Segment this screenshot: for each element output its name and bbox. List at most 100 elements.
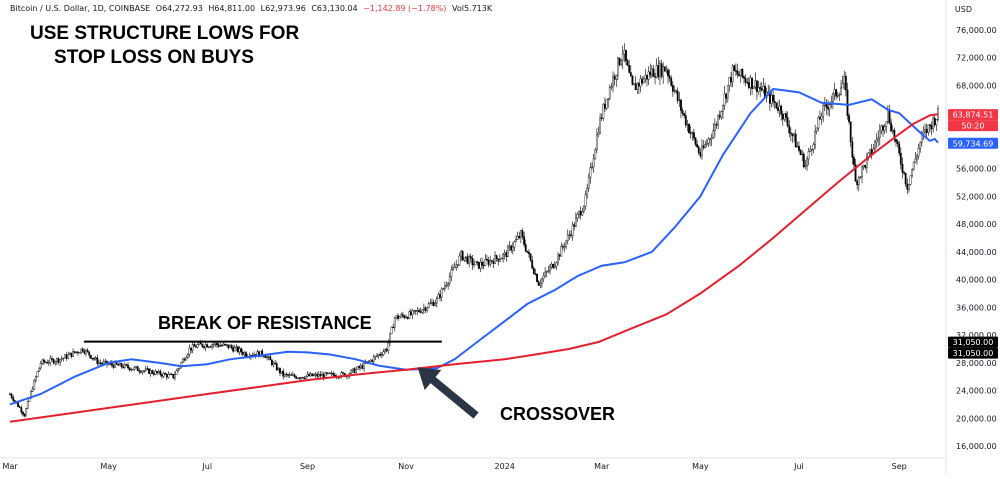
candle-body xyxy=(676,90,679,101)
candle-body xyxy=(812,144,815,150)
candle-body xyxy=(503,252,506,255)
candle-body xyxy=(422,307,425,310)
candle-body xyxy=(927,124,930,133)
price-tag xyxy=(948,120,998,132)
candle-body xyxy=(89,355,92,359)
candle-body xyxy=(726,85,729,99)
candle-body xyxy=(165,374,168,378)
candle-body xyxy=(164,373,167,375)
candle-body xyxy=(52,359,55,364)
candle-body xyxy=(212,344,215,346)
candle-body xyxy=(128,367,131,371)
candle-body xyxy=(838,94,841,96)
candle-body xyxy=(524,244,527,252)
candle-body xyxy=(156,371,159,373)
candle-body xyxy=(497,258,500,262)
price-axis-label: 52,000.00 xyxy=(956,192,997,201)
candle-body xyxy=(306,374,309,377)
candle-body xyxy=(458,255,461,266)
candle-body xyxy=(780,105,783,115)
candle-body xyxy=(731,65,734,83)
candle-body xyxy=(925,128,928,133)
candle-body xyxy=(618,57,621,65)
candle-body xyxy=(832,93,834,102)
currency-label[interactable]: USD xyxy=(954,5,972,14)
candle-body xyxy=(518,235,521,238)
candle-body xyxy=(500,258,503,260)
candle-body xyxy=(625,49,627,61)
candle-body xyxy=(85,350,87,354)
candle-body xyxy=(115,362,118,365)
annotation-line-2: STOP LOSS ON BUYS xyxy=(54,47,254,68)
candle-body xyxy=(468,256,471,264)
candle-body xyxy=(350,369,353,374)
candle-body xyxy=(558,254,561,257)
candle-body xyxy=(136,366,139,371)
candle-body xyxy=(722,105,724,112)
candle-body xyxy=(697,146,700,153)
candle-body xyxy=(743,76,745,79)
candle-body xyxy=(728,77,731,86)
candle-body xyxy=(747,82,750,88)
candle-body xyxy=(20,407,23,413)
candle-body xyxy=(636,83,639,90)
candle-body xyxy=(841,83,844,89)
candle-body xyxy=(809,149,812,152)
candle-body xyxy=(691,132,694,134)
candle-body xyxy=(228,345,231,349)
symbol-label[interactable]: Bitcoin / U.S. Dollar, 1D, COINBASE xyxy=(10,4,151,13)
candle-body xyxy=(541,278,543,284)
candle-body xyxy=(817,117,820,129)
candle-body xyxy=(709,138,711,140)
candle-body xyxy=(692,132,695,139)
candle-body xyxy=(573,224,576,227)
candle-body xyxy=(899,152,902,165)
candle-body xyxy=(507,246,509,257)
candle-body xyxy=(434,302,437,306)
candle-body xyxy=(922,131,925,134)
candle-body xyxy=(26,401,29,409)
candle-body xyxy=(406,317,409,319)
candle-body xyxy=(195,346,197,348)
candle-body xyxy=(384,349,386,353)
candle-body xyxy=(400,314,403,318)
candle-body xyxy=(903,172,905,174)
candle-body xyxy=(358,366,361,369)
candle-body xyxy=(448,276,451,284)
candle-body xyxy=(395,315,398,319)
candle-body xyxy=(288,374,291,376)
candle-body xyxy=(233,347,236,352)
candle-body xyxy=(359,365,362,369)
candle-body xyxy=(148,368,150,374)
candle-body xyxy=(317,373,320,377)
candle-body xyxy=(616,57,619,76)
candle-body xyxy=(452,267,454,271)
candle-body xyxy=(854,164,857,182)
candle-body xyxy=(369,359,372,362)
candle-body xyxy=(670,78,673,86)
candle-body xyxy=(856,180,859,186)
candle-body xyxy=(898,143,901,154)
candle-body xyxy=(473,264,475,266)
candle-body xyxy=(891,129,894,132)
candle-body xyxy=(494,255,496,264)
candle-body xyxy=(578,211,580,215)
candle-body xyxy=(689,132,692,134)
candle-body xyxy=(825,103,828,108)
candle-body xyxy=(513,241,516,248)
candle-body xyxy=(633,83,635,85)
candle-body xyxy=(377,354,380,357)
candle-body xyxy=(802,153,805,168)
candle-body xyxy=(465,256,467,258)
candle-body xyxy=(408,311,411,319)
candle-body xyxy=(427,303,430,308)
candle-body xyxy=(652,68,655,77)
candle-body xyxy=(59,359,62,363)
candle-body xyxy=(542,275,545,279)
candle-body xyxy=(495,255,498,259)
candle-body xyxy=(566,234,569,242)
candle-body xyxy=(88,351,91,356)
candle-body xyxy=(206,344,209,348)
